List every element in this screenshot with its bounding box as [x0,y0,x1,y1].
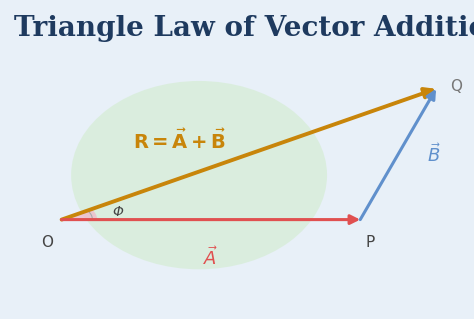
Text: $\vec{B}$: $\vec{B}$ [427,143,441,166]
Text: Triangle Law of Vector Addition: Triangle Law of Vector Addition [14,15,474,42]
Ellipse shape [71,81,327,269]
Text: $\mathbf{R = \vec{A} + \vec{B}}$: $\mathbf{R = \vec{A} + \vec{B}}$ [133,129,226,153]
Text: P: P [365,235,374,250]
Text: Φ: Φ [112,205,123,219]
Text: $\vec{A}$: $\vec{A}$ [203,246,219,269]
Text: O: O [41,235,54,250]
Wedge shape [62,209,97,219]
Text: Q: Q [450,79,462,94]
